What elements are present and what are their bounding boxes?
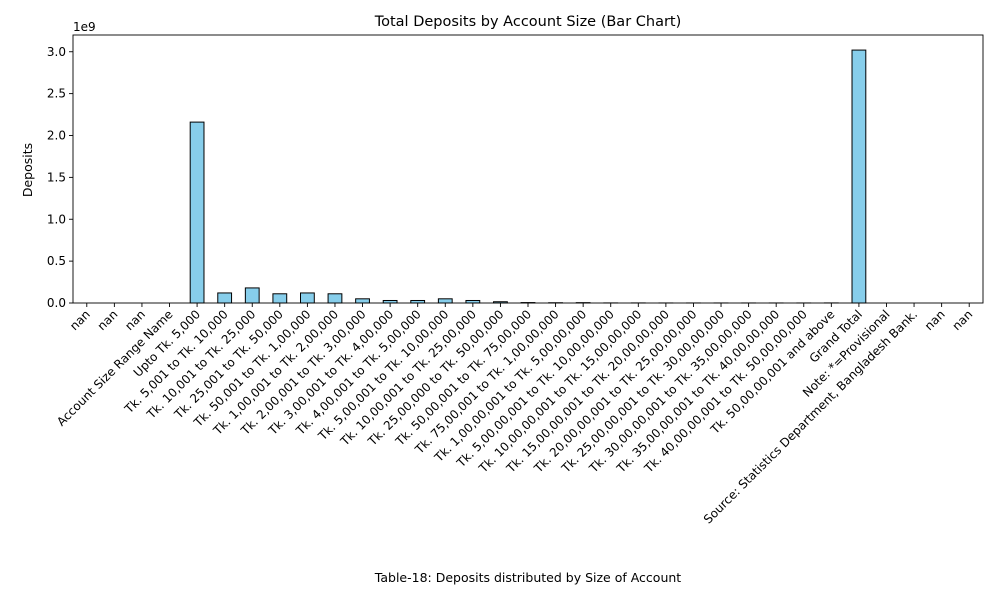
y-tick-label: 0.0 <box>47 296 66 310</box>
x-tick-label: nan <box>95 307 121 333</box>
bar <box>272 293 288 304</box>
bar <box>300 292 315 304</box>
y-tick-label: 2.5 <box>47 87 66 101</box>
bars-group <box>189 49 867 304</box>
bar <box>244 287 260 304</box>
chart-title: Total Deposits by Account Size (Bar Char… <box>374 14 682 30</box>
bar <box>217 292 233 304</box>
y-axis-label: Deposits <box>20 143 35 197</box>
y-tick-label: 1.5 <box>47 170 66 184</box>
bar <box>851 49 867 304</box>
x-tick-label: nan <box>922 307 948 333</box>
y-tick-label: 0.5 <box>47 254 66 268</box>
bar <box>189 121 205 304</box>
y-axis-multiplier: 1e9 <box>73 20 96 34</box>
y-tick-label: 2.0 <box>47 129 66 143</box>
x-axis-label: Table-18: Deposits distributed by Size o… <box>374 570 682 585</box>
x-tick-label: nan <box>67 307 93 333</box>
y-ticks-group: 0.0 0.5 1.0 1.5 2.0 2.5 3.0 <box>47 45 73 310</box>
bar <box>327 293 343 304</box>
x-tick-label: nan <box>949 307 975 333</box>
bar <box>437 298 453 304</box>
y-tick-label: 3.0 <box>47 45 66 59</box>
y-tick-label: 1.0 <box>47 212 66 226</box>
plot-area-frame <box>72 34 984 304</box>
bar <box>355 298 370 304</box>
